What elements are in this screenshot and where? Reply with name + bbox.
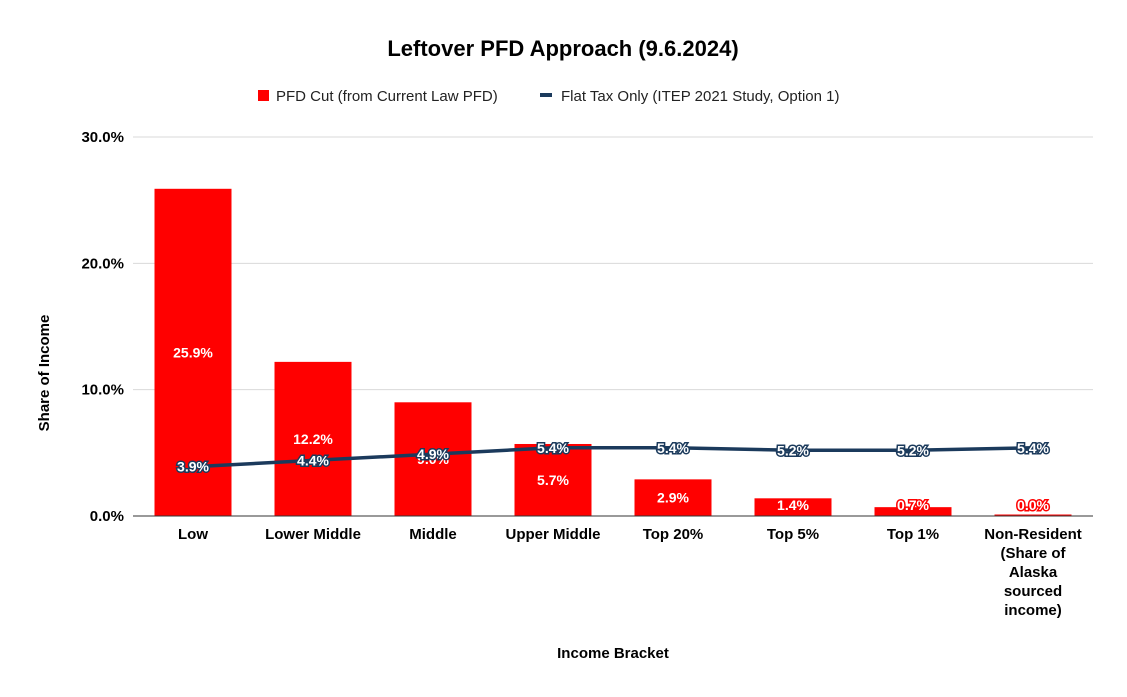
x-tick-label: Alaska (1009, 564, 1058, 581)
bar (994, 514, 1072, 516)
x-tick-label: Non-Resident (984, 526, 1082, 543)
x-tick-label: Upper Middle (505, 526, 600, 543)
y-tick-label: 20.0% (81, 255, 124, 272)
x-tick-label: sourced (1004, 583, 1062, 600)
bar (874, 507, 952, 516)
x-tick-label: Top 20% (643, 526, 704, 543)
x-tick-label: income) (1004, 602, 1062, 619)
y-axis-title: Share of Income (36, 315, 53, 432)
line-data-label: 5.4% (537, 440, 569, 456)
line-data-label: 5.4% (657, 440, 689, 456)
bar-data-label: 5.7% (537, 472, 569, 488)
y-tick-label: 30.0% (81, 129, 124, 146)
bar-data-label: 1.4% (777, 497, 809, 513)
y-tick-label: 10.0% (81, 382, 124, 399)
legend-label-bars: PFD Cut (from Current Law PFD) (276, 88, 498, 105)
legend-label-line: Flat Tax Only (ITEP 2021 Study, Option 1… (561, 88, 839, 105)
legend: PFD Cut (from Current Law PFD) Flat Tax … (258, 88, 839, 105)
chart-title: Leftover PFD Approach (9.6.2024) (387, 36, 738, 61)
line-data-label: 4.4% (297, 452, 329, 468)
line-data-label: 4.9% (417, 446, 449, 462)
line-data-label: 5.2% (897, 442, 929, 458)
bar-data-label: 9.0% (417, 451, 449, 467)
bar-data-labels: 25.9% 12.2% 9.0% 5.7% 2.9% 1.4% 0.7% 0.0% (173, 344, 1051, 514)
x-tick-label: Low (178, 526, 208, 543)
line-data-label: 5.4% (1017, 440, 1049, 456)
gridlines (133, 136, 1093, 391)
bar (394, 402, 472, 516)
bar-data-label: 0.0% (1017, 497, 1049, 513)
line-path (192, 446, 1034, 469)
line-series (192, 446, 1034, 469)
x-axis-categories: Low Lower Middle Middle Upper Middle Top 20%… (178, 526, 1082, 619)
bar (514, 443, 592, 516)
bar-data-label: 0.7% (897, 497, 929, 513)
bar-data-label: 2.9% (657, 490, 689, 506)
x-tick-label: Middle (409, 526, 457, 543)
bar (274, 361, 352, 516)
line-data-label: 3.9% (177, 459, 209, 475)
bar-data-label: 25.9% (173, 344, 213, 360)
x-tick-label: Top 5% (767, 526, 819, 543)
x-axis-title: Income Bracket (557, 645, 669, 662)
x-tick-label: Top 1% (887, 526, 939, 543)
legend-swatch-line (540, 93, 552, 97)
bar (154, 188, 232, 516)
x-tick-label: Lower Middle (265, 526, 361, 543)
line-data-labels: 3.9% 4.4% 4.9% 5.4% 5.4% 5.2% 5.2% 5.4% (176, 438, 1051, 476)
legend-swatch-bars (258, 90, 269, 101)
line-data-label: 5.2% (777, 442, 809, 458)
bar (754, 498, 832, 516)
bar-data-label: 12.2% (293, 431, 333, 447)
y-tick-label: 0.0% (90, 508, 124, 525)
bar-series (154, 188, 1072, 516)
bar (634, 479, 712, 516)
y-axis-ticks: 0.0% 10.0% 20.0% 30.0% (81, 129, 124, 525)
x-tick-label: (Share of (1000, 545, 1066, 562)
